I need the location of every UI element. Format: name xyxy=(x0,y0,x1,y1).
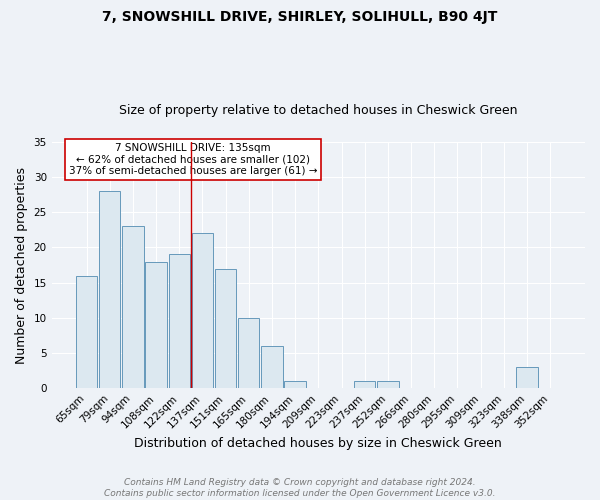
Text: 7 SNOWSHILL DRIVE: 135sqm
← 62% of detached houses are smaller (102)
37% of semi: 7 SNOWSHILL DRIVE: 135sqm ← 62% of detac… xyxy=(69,143,317,176)
Bar xyxy=(122,226,143,388)
Text: Contains HM Land Registry data © Crown copyright and database right 2024.
Contai: Contains HM Land Registry data © Crown c… xyxy=(104,478,496,498)
Bar xyxy=(262,346,283,389)
Y-axis label: Number of detached properties: Number of detached properties xyxy=(15,166,28,364)
Bar xyxy=(76,276,97,388)
Bar xyxy=(284,382,306,388)
Bar xyxy=(99,191,121,388)
Bar xyxy=(145,262,167,388)
X-axis label: Distribution of detached houses by size in Cheswick Green: Distribution of detached houses by size … xyxy=(134,437,502,450)
Bar xyxy=(192,234,213,388)
Bar xyxy=(238,318,259,388)
Bar xyxy=(169,254,190,388)
Bar xyxy=(215,268,236,388)
Bar xyxy=(377,382,398,388)
Bar xyxy=(516,367,538,388)
Bar xyxy=(354,382,376,388)
Text: 7, SNOWSHILL DRIVE, SHIRLEY, SOLIHULL, B90 4JT: 7, SNOWSHILL DRIVE, SHIRLEY, SOLIHULL, B… xyxy=(103,10,497,24)
Title: Size of property relative to detached houses in Cheswick Green: Size of property relative to detached ho… xyxy=(119,104,518,117)
